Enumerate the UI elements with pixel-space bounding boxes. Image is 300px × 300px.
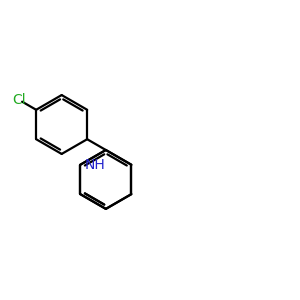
Text: NH: NH: [85, 158, 106, 172]
Text: Cl: Cl: [12, 93, 26, 107]
